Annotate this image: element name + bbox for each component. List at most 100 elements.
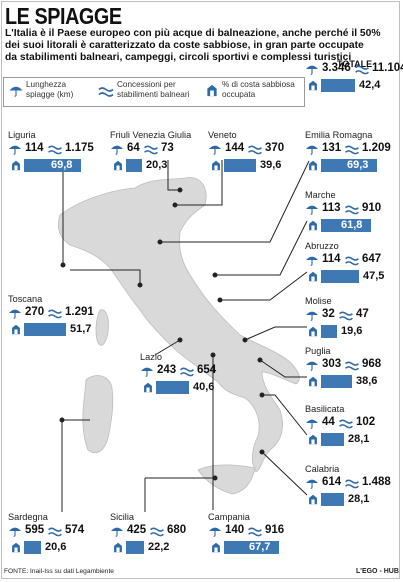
sandy-coast-percent: 38,6: [356, 375, 378, 387]
cabin-icon: [309, 376, 317, 387]
legend-text: spiagge (km): [26, 89, 74, 99]
wave-icon: [48, 309, 62, 319]
umbrella-icon: [111, 145, 123, 155]
beach-length: 595: [25, 524, 45, 536]
wave-icon: [248, 527, 262, 537]
legend-text: occupata: [222, 89, 256, 99]
sandy-coast-bar: [321, 433, 344, 446]
concessions-count: 11.104: [372, 62, 403, 74]
umbrella-icon: [209, 527, 221, 537]
region-totale: 3.346 11.104 42,4: [305, 60, 403, 92]
intro-line: da stabilimenti balneari, campeggi, circ…: [5, 52, 352, 63]
concessions-count: 1.175: [65, 142, 94, 154]
sandy-coast-percent: 61,8: [341, 219, 363, 231]
brand-logo: L'EGO - HUB: [356, 568, 399, 575]
region-name: Lazio: [140, 352, 162, 362]
beach-length: 44: [322, 416, 335, 428]
beach-length: 614: [322, 476, 342, 488]
cabin-icon: [12, 542, 20, 553]
wave-icon: [345, 256, 359, 266]
beach-length: 114: [25, 142, 44, 154]
region-name: Puglia: [305, 346, 331, 356]
concessions-count: 47: [356, 308, 369, 320]
sandy-coast-percent: 47,5: [363, 270, 385, 282]
intro-text: L'Italia è il Paese europeo con più acqu…: [5, 28, 397, 64]
region-name: Campania: [208, 512, 250, 522]
totale-label: TOTALE: [337, 59, 373, 69]
cabin-icon: [114, 160, 122, 171]
sandy-coast-bar: [24, 159, 81, 172]
sandy-coast-bar: [24, 323, 66, 336]
sandy-coast-percent: 28,1: [348, 433, 370, 445]
sardinia-island: [82, 375, 114, 454]
sandy-coast-bar: [321, 375, 352, 388]
legend-concessions: Concessioni per stabilimenti balneari: [117, 80, 189, 99]
umbrella-icon: [141, 367, 153, 377]
corsica-island: [95, 309, 109, 346]
wave-icon: [355, 65, 369, 75]
wave-icon: [345, 145, 359, 155]
cabin-icon: [207, 84, 217, 97]
leader-lines: [59, 160, 310, 512]
sandy-coast-percent: 69,8: [51, 159, 73, 171]
sandy-coast-percent: 51,7: [70, 323, 92, 335]
umbrella-icon: [306, 419, 318, 429]
umbrella-icon: [306, 205, 318, 215]
beach-length: 131: [322, 142, 342, 154]
italy-mainland: [57, 177, 300, 473]
beach-length: 144: [225, 142, 245, 154]
cabin-icon: [309, 220, 317, 231]
sandy-coast-percent: 28,1: [348, 493, 370, 505]
wave-icon: [339, 311, 353, 321]
concessions-count: 968: [362, 358, 382, 370]
concessions-count: 916: [265, 524, 285, 536]
source-note: FONTE: Inail-Iss su dati Legambiente: [4, 568, 114, 575]
legend: Lunghezza spiagge (km) Concessioni per s…: [3, 77, 305, 107]
beach-length: 140: [225, 524, 245, 536]
cabin-icon: [309, 434, 317, 445]
beach-length: 270: [25, 306, 45, 318]
region-liguria: Liguria 114 1.175 69,8: [8, 130, 104, 172]
wave-icon: [180, 367, 194, 377]
beach-length: 3.346: [322, 62, 351, 74]
region-veneto: Veneto 144 370 39,6: [208, 130, 304, 172]
region-name: Molise: [305, 296, 332, 306]
sandy-coast-percent: 22,2: [148, 541, 170, 553]
region-name: Toscana: [8, 294, 43, 304]
wave-icon: [345, 361, 359, 371]
concessions-count: 680: [167, 524, 187, 536]
sandy-coast-bar: [224, 159, 256, 172]
region-name: Friuli Venezia Giulia: [110, 130, 192, 140]
umbrella-icon: [306, 479, 318, 489]
umbrella-icon: [306, 311, 318, 321]
wave-icon: [345, 205, 359, 215]
beach-length: 113: [322, 202, 341, 214]
region-name: Basilicata: [305, 404, 345, 414]
umbrella-icon: [9, 145, 21, 155]
region-basilicata: Basilicata 44 102 28,1: [305, 404, 401, 446]
legend-text: Lunghezza: [26, 80, 67, 89]
region-abruzzo: Abruzzo 114 647 47,5: [305, 241, 401, 283]
sandy-coast-bar: [156, 381, 189, 394]
wave-icon: [150, 527, 164, 537]
concessions-count: 102: [356, 416, 376, 428]
region-name: Sardegna: [8, 512, 48, 522]
region-campania: Campania 140 916 67,7: [208, 512, 304, 554]
umbrella-icon: [209, 145, 221, 155]
wave-icon: [48, 527, 62, 537]
concessions-count: 1.291: [65, 306, 94, 318]
sandy-coast-bar: [321, 79, 355, 92]
umbrella-icon: [306, 361, 318, 371]
sandy-coast-bar: [321, 159, 377, 172]
region-sardegna: Sardegna 595 574 20,6: [8, 512, 104, 554]
cabin-icon: [12, 160, 20, 171]
cabin-icon: [144, 382, 152, 393]
region-calabria: Calabria 614 1.488 28,1: [305, 464, 401, 506]
wave-icon: [339, 419, 353, 429]
beach-length: 425: [127, 524, 147, 536]
sandy-coast-percent: 42,4: [359, 79, 381, 91]
wave-icon: [248, 145, 262, 155]
umbrella-icon: [9, 527, 21, 537]
sandy-coast-bar: [321, 325, 337, 338]
